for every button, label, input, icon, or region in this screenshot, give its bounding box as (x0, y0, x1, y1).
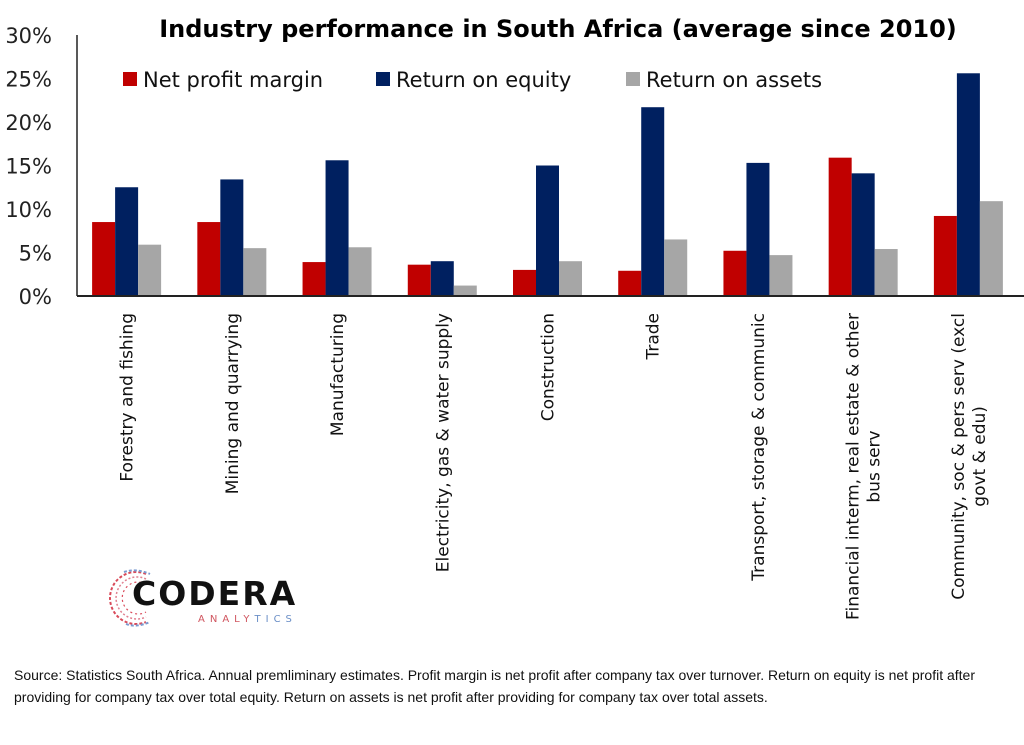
x-tick-label-line: Transport, storage & communic (749, 313, 769, 582)
logo-tagline-red: ANALY (198, 614, 255, 625)
bar-return-on-assets (874, 249, 898, 296)
y-tick-label: 15% (5, 155, 52, 179)
legend-swatch (376, 72, 390, 86)
y-tick-label: 25% (5, 68, 52, 92)
x-tick-label: Forestry and fishing (118, 313, 138, 482)
bar-return-on-equity (325, 160, 349, 296)
x-tick-label-line: Community, soc & pers serv (excl (949, 313, 969, 600)
bar-return-on-equity (851, 173, 875, 296)
bar-net-profit-margin (723, 250, 747, 296)
y-axis: 0% 5% 10% 15% 20% 25% 30% (5, 24, 52, 309)
logo-tagline: ANALYTICS (198, 614, 297, 625)
legend-swatch (626, 72, 640, 86)
logo-wordmark: CODERA (132, 574, 298, 613)
x-tick-label: Manufacturing (328, 313, 348, 436)
logo-swirl-icon (109, 569, 151, 627)
legend-label: Return on assets (646, 68, 822, 92)
bar-return-on-equity (430, 261, 454, 296)
logo-tagline-blue: TICS (254, 614, 297, 625)
x-tick-label: Trade (644, 313, 664, 361)
y-tick-label: 30% (5, 24, 52, 48)
bar-return-on-assets (453, 285, 477, 296)
x-tick-label: Mining and quarrying (223, 313, 243, 494)
x-tick-label-line: govt & edu) (970, 406, 990, 507)
y-tick-label: 20% (5, 111, 52, 135)
bar-chart: Industry performance in South Africa (av… (5, 15, 1024, 620)
x-tick-label-line: bus serv (865, 430, 885, 502)
x-tick-label: Construction (539, 313, 559, 421)
legend-swatch (123, 72, 137, 86)
x-tick-label-line: Electricity, gas & water supply (433, 313, 453, 572)
bar-return-on-assets (559, 261, 582, 296)
x-tick-label-line: Forestry and fishing (118, 313, 138, 482)
bar-return-on-assets (979, 201, 1003, 296)
bar-net-profit-margin (197, 222, 221, 296)
legend-label: Return on equity (396, 68, 571, 92)
x-tick-label-line: Financial interm, real estate & other (844, 313, 864, 620)
legend-item: Return on assets (626, 68, 822, 92)
y-tick-label: 0% (19, 285, 52, 309)
x-tick-label-line: Construction (539, 313, 559, 421)
bar-return-on-assets (769, 255, 793, 296)
bar-net-profit-margin (828, 157, 852, 296)
bars (92, 73, 1003, 297)
x-tick-label-line: Manufacturing (328, 313, 348, 436)
bar-net-profit-margin (618, 270, 642, 296)
bar-net-profit-margin (933, 215, 957, 296)
legend-label: Net profit margin (143, 68, 323, 92)
bar-net-profit-margin (92, 222, 116, 296)
bar-return-on-assets (664, 239, 688, 296)
x-axis-labels: Forestry and fishing Mining and quarrying… (118, 313, 990, 620)
x-tick-label-line: Trade (644, 313, 664, 361)
chart-title: Industry performance in South Africa (av… (159, 15, 957, 43)
source-footnote: Source: Statistics South Africa. Annual … (14, 667, 975, 705)
x-tick-label: Electricity, gas & water supply (433, 313, 453, 572)
bar-net-profit-margin (302, 262, 326, 296)
codera-logo: CODERA ANALYTICS (106, 564, 306, 634)
bar-net-profit-margin (513, 269, 536, 296)
bar-return-on-equity (536, 165, 559, 296)
x-tick-label: Transport, storage & communic (749, 313, 769, 582)
x-tick-label: Financial interm, real estate & other bus… (844, 313, 885, 620)
bar-return-on-equity (115, 187, 139, 296)
y-tick-label: 10% (5, 198, 52, 222)
bar-return-on-assets (348, 247, 372, 296)
bar-net-profit-margin (407, 264, 431, 296)
bar-return-on-assets (138, 244, 162, 296)
legend-item: Net profit margin (123, 68, 323, 92)
legend: Net profit margin Return on equity Return … (123, 68, 822, 92)
x-tick-label: Community, soc & pers serv (excl govt & e… (949, 313, 990, 600)
y-tick-label: 5% (19, 242, 52, 266)
bar-return-on-equity (746, 162, 770, 296)
bar-return-on-assets (243, 248, 267, 296)
bar-return-on-equity (220, 179, 244, 296)
x-tick-label-line: Mining and quarrying (223, 313, 243, 494)
legend-item: Return on equity (376, 68, 571, 92)
bar-return-on-equity (956, 73, 980, 296)
bar-return-on-equity (641, 107, 665, 297)
